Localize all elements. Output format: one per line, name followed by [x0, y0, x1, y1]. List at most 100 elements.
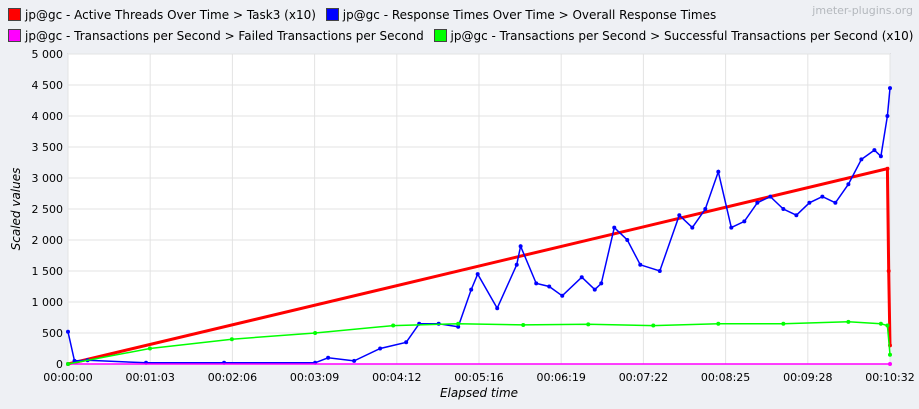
data-point — [599, 281, 604, 286]
data-point — [313, 331, 318, 335]
y-tick-label: 5 000 — [32, 48, 64, 61]
data-point — [352, 358, 357, 363]
data-point — [807, 200, 812, 205]
data-point — [768, 194, 773, 199]
data-point — [888, 352, 892, 357]
data-point — [456, 321, 461, 326]
data-point — [878, 154, 883, 159]
data-point — [456, 324, 461, 329]
y-tick-label: 3 000 — [32, 172, 64, 185]
legend-item-failed-tps[interactable]: jp@gc - Transactions per Second > Failed… — [8, 29, 424, 43]
y-tick-label: 500 — [42, 327, 63, 340]
data-point — [579, 275, 584, 280]
legend-swatch — [8, 29, 21, 42]
x-tick-label: 00:06:19 — [536, 371, 585, 384]
legend-swatch — [433, 29, 447, 42]
data-point — [229, 337, 234, 342]
data-point — [886, 269, 891, 273]
data-point — [495, 306, 500, 311]
data-point — [638, 262, 643, 267]
data-point — [560, 293, 565, 298]
data-point — [888, 362, 892, 366]
series-line — [67, 166, 892, 366]
data-point — [885, 114, 890, 118]
data-point — [690, 225, 695, 230]
data-point — [625, 238, 630, 242]
series-1 — [66, 86, 892, 365]
legend-label: jp@gc - Active Threads Over Time > Task3… — [25, 8, 316, 22]
y-tick-label: 2 000 — [32, 234, 64, 247]
data-point — [378, 346, 383, 351]
legend-row: jp@gc - Transactions per Second > Failed… — [8, 29, 919, 50]
data-point — [66, 329, 70, 334]
legend-swatch — [8, 8, 21, 21]
data-point — [878, 321, 883, 326]
data-point — [872, 148, 877, 153]
y-tick-label: 1 000 — [32, 296, 64, 309]
x-tick-label: 00:07:22 — [619, 371, 668, 384]
data-point — [729, 225, 734, 230]
data-point — [612, 225, 617, 230]
data-point — [147, 346, 152, 351]
legend-label: jp@gc - Transactions per Second > Failed… — [25, 29, 424, 43]
x-tick-label: 00:08:25 — [701, 371, 750, 384]
data-point — [651, 323, 656, 328]
data-point — [518, 244, 523, 249]
data-point — [781, 321, 786, 326]
data-point — [514, 262, 519, 267]
data-point — [888, 86, 892, 91]
data-point — [521, 322, 526, 327]
y-tick-label: 2 500 — [32, 203, 64, 216]
data-point — [885, 166, 890, 171]
x-tick-label: 00:00:00 — [43, 371, 92, 384]
data-point — [586, 322, 591, 327]
data-point — [534, 281, 539, 286]
y-tick-label: 4 000 — [32, 110, 64, 123]
data-point — [833, 200, 838, 205]
data-point — [846, 319, 851, 324]
legend-row: jp@gc - Active Threads Over Time > Task3… — [8, 8, 919, 29]
x-tick-label: 00:09:28 — [783, 371, 832, 384]
data-point — [885, 323, 890, 328]
x-tick-label: 00:05:16 — [454, 371, 503, 384]
data-point — [475, 272, 480, 277]
data-point — [846, 182, 851, 187]
axis-ticks: 0 500 1 000 1 500 2 000 2 500 3 000 3 500 4 000 4… — [32, 48, 915, 384]
legend-item-active-threads[interactable]: jp@gc - Active Threads Over Time > Task3… — [8, 8, 316, 22]
data-point — [391, 323, 396, 328]
data-point — [755, 200, 760, 205]
data-point — [469, 287, 474, 292]
data-point — [716, 321, 721, 326]
data-point — [547, 284, 552, 289]
x-tick-label: 00:03:09 — [290, 371, 339, 384]
legend-swatch — [325, 8, 339, 21]
x-tick-label: 00:02:06 — [208, 371, 257, 384]
y-tick-label: 1 500 — [32, 265, 64, 278]
data-point — [657, 269, 662, 273]
x-tick-label: 00:10:32 — [865, 371, 914, 384]
legend-item-response-times[interactable]: jp@gc - Response Times Over Time > Overa… — [325, 8, 716, 22]
y-tick-label: 3 500 — [32, 141, 64, 154]
x-axis-label: Elapsed time — [440, 386, 518, 400]
data-point — [66, 362, 70, 366]
data-point — [703, 207, 708, 211]
data-point — [404, 340, 409, 345]
y-tick-label: 0 — [56, 358, 63, 371]
data-point — [716, 169, 721, 174]
series-3 — [66, 319, 892, 366]
legend-item-successful-tps[interactable]: jp@gc - Transactions per Second > Succes… — [433, 29, 913, 43]
data-point — [677, 213, 682, 218]
data-point — [781, 207, 786, 211]
data-point — [820, 194, 825, 199]
x-tick-label: 00:04:12 — [372, 371, 421, 384]
watermark: jmeter-plugins.org — [812, 4, 913, 17]
data-point — [794, 213, 799, 218]
legend: jp@gc - Active Threads Over Time > Task3… — [8, 8, 919, 50]
data-point — [859, 157, 864, 162]
series-group — [66, 86, 892, 366]
data-point — [742, 219, 747, 224]
x-tick-label: 00:01:03 — [125, 371, 174, 384]
y-tick-label: 4 500 — [32, 79, 64, 92]
